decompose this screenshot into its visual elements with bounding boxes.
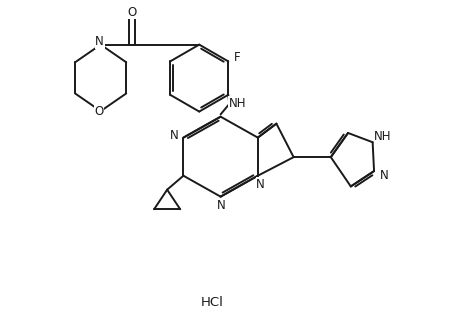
Text: NH: NH — [229, 97, 246, 110]
Text: HCl: HCl — [201, 296, 224, 309]
Text: N: N — [380, 169, 389, 182]
Text: N: N — [217, 199, 226, 212]
Text: N: N — [95, 35, 104, 48]
Text: O: O — [94, 105, 104, 118]
Text: NH: NH — [374, 130, 391, 143]
Text: O: O — [128, 6, 137, 19]
Text: F: F — [234, 51, 241, 64]
Text: N: N — [170, 129, 179, 142]
Text: N: N — [256, 178, 265, 191]
